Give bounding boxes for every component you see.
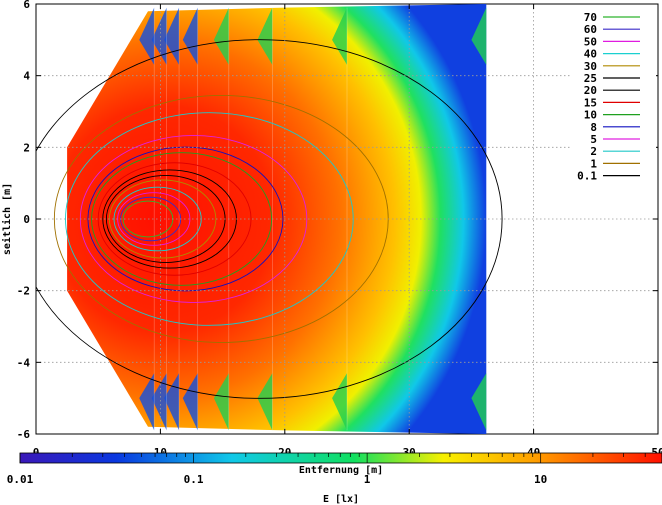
contour-line-15 (97, 162, 252, 276)
x-tick-label: 0 (33, 446, 40, 459)
field-edge-teeth (139, 7, 487, 431)
field-edge-tooth-bottom (151, 373, 167, 431)
field-edge-tooth-bottom (471, 373, 487, 431)
y-tick-label: 4 (23, 70, 30, 83)
y-axis: -6 -4 -2 0 2 4 6 (17, 0, 658, 441)
legend-label: 8 (590, 121, 597, 134)
y-tick-label: 6 (23, 0, 30, 11)
y-tick-label: 2 (23, 141, 30, 154)
y-tick-label: -4 (17, 356, 31, 369)
legend-label: 5 (590, 133, 597, 146)
y-tick-label: -2 (17, 285, 30, 298)
colorbar-label: E [lx] (323, 494, 359, 505)
contour-line-0.1 (36, 39, 503, 399)
legend-label: 25 (584, 72, 597, 85)
field-edge-tooth-top (213, 7, 229, 65)
colorbar: 0.01 0.1 1 10 Entfernung [m] E [lx] (7, 452, 662, 505)
colorbar-ticks: 0.01 0.1 1 10 (7, 453, 662, 486)
legend-label: 1 (590, 157, 597, 170)
colorbar-tick-label: 1 (364, 473, 371, 486)
field-edge-tooth-bottom (257, 373, 273, 431)
legend-label: 0.1 (577, 170, 597, 183)
y-axis-label: seitlich [m] (1, 183, 13, 255)
colorbar-tick-label: 10 (534, 473, 547, 486)
legend-label: 10 (584, 109, 597, 122)
y-tick-label: 0 (23, 213, 30, 226)
contour-lines (36, 39, 503, 399)
colorbar-tick-label: 0.01 (7, 473, 34, 486)
field-edge-tooth-top (257, 7, 273, 65)
field-edge-tooth-top (151, 7, 167, 65)
x-tick-label: 50 (651, 446, 662, 459)
field-edge-tooth-top (139, 7, 155, 65)
legend-label: 60 (584, 23, 597, 36)
legend-label: 2 (590, 145, 597, 158)
contour-line-50 (117, 192, 191, 246)
x-axis-label: Entfernung [m] (299, 465, 383, 476)
field-edge-tooth-top (182, 7, 198, 65)
legend-label: 40 (584, 48, 597, 61)
colorbar-tick-label: 0.1 (184, 473, 204, 486)
field-edge-tooth-bottom (182, 373, 198, 431)
legend-label: 70 (584, 11, 597, 24)
legend-label: 15 (584, 96, 597, 109)
colorbar-strip (19, 452, 662, 464)
legend-label: 20 (584, 84, 597, 97)
field-edge-tooth-bottom (139, 373, 155, 431)
legend-label: 30 (584, 60, 597, 73)
field-edge-tooth-bottom (213, 373, 229, 431)
field-edge-tooth-top (471, 7, 487, 65)
legend-label: 50 (584, 35, 597, 48)
contour-line-10 (91, 152, 273, 286)
y-tick-label: -6 (17, 428, 31, 441)
